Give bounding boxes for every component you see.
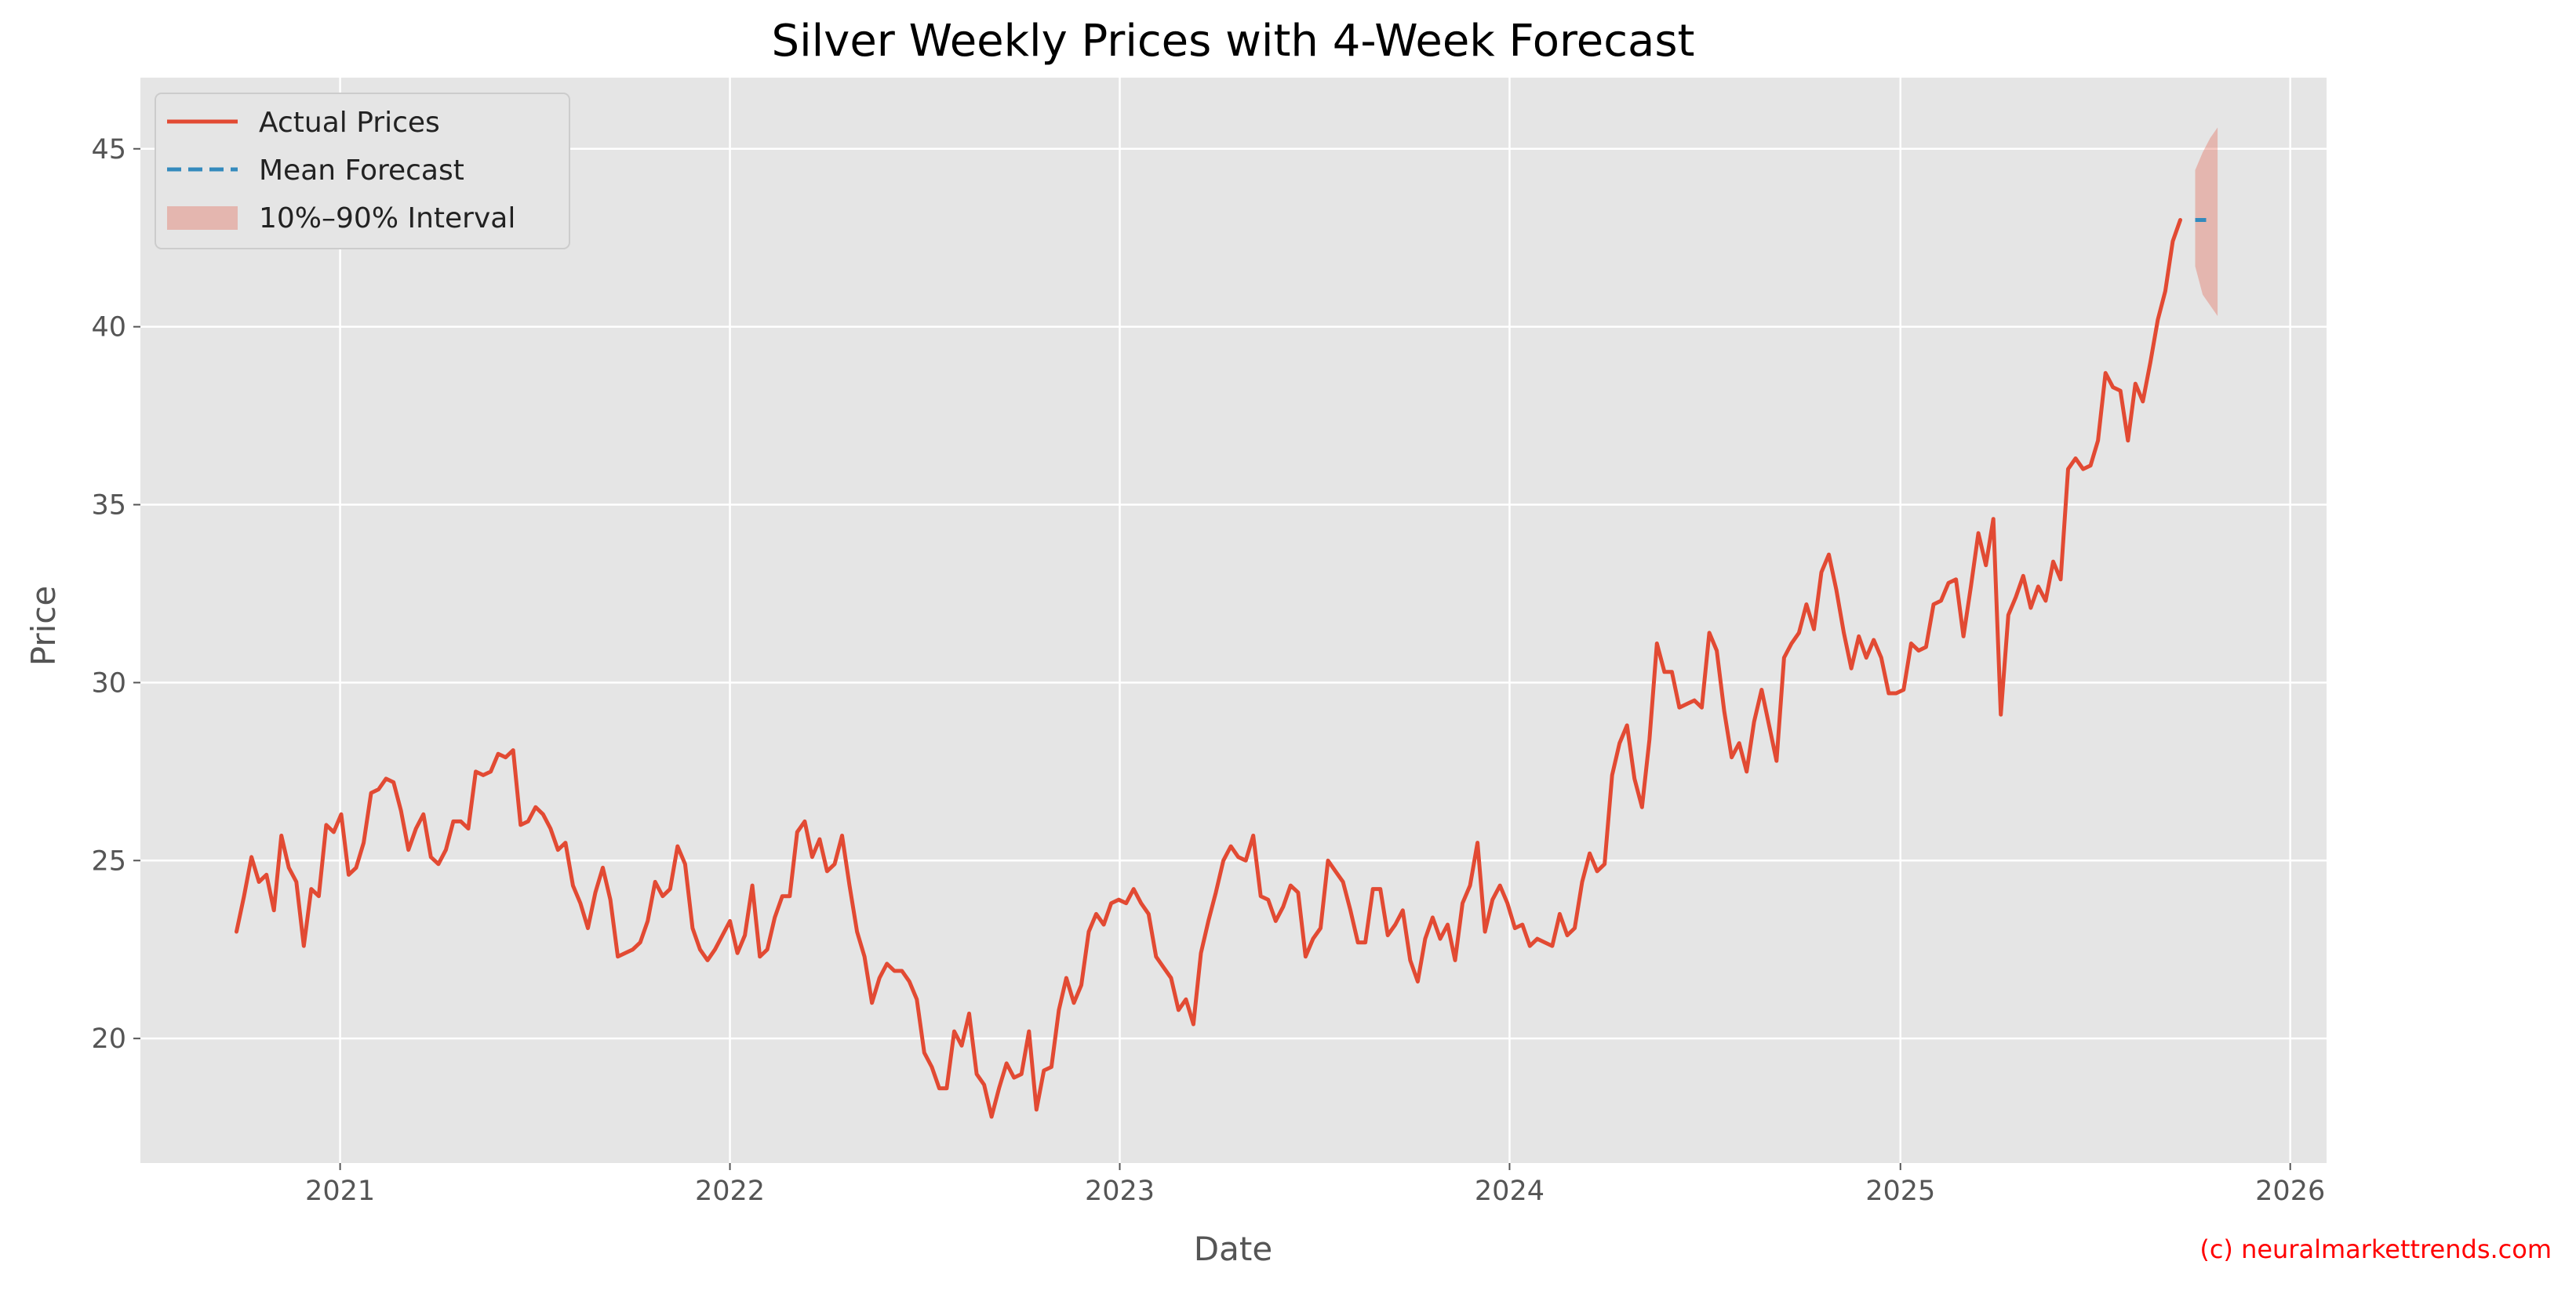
y-tick-label: 30 xyxy=(91,667,126,699)
legend: Actual Prices Mean Forecast 10%–90% Inte… xyxy=(155,93,570,249)
x-axis-label: Date xyxy=(1194,1230,1272,1268)
legend-interval-label: 10%–90% Interval xyxy=(259,202,515,234)
x-tick-label: 2024 xyxy=(1475,1176,1545,1207)
x-tick-label: 2026 xyxy=(2255,1176,2325,1207)
y-axis: 20 25 30 35 40 45 xyxy=(91,134,140,1055)
y-tick-label: 40 xyxy=(91,312,126,343)
plot-layer xyxy=(235,127,2218,1119)
x-tick-label: 2023 xyxy=(1085,1176,1155,1207)
x-axis: 2021 2022 2023 2024 2025 2026 xyxy=(305,1163,2325,1207)
legend-actual-label: Actual Prices xyxy=(259,107,440,139)
y-tick-label: 45 xyxy=(91,134,126,165)
y-tick-label: 25 xyxy=(91,845,126,877)
forecast-interval-band xyxy=(2195,127,2218,316)
legend-box xyxy=(155,93,570,249)
y-axis-label: Price xyxy=(24,586,63,666)
y-tick-label: 35 xyxy=(91,490,126,522)
legend-interval-swatch xyxy=(167,206,238,230)
actual-prices-line xyxy=(235,218,2182,1119)
x-tick-label: 2021 xyxy=(305,1176,375,1207)
grid xyxy=(140,78,2327,1163)
chart-title: Silver Weekly Prices with 4-Week Forecas… xyxy=(772,16,1695,67)
x-tick-label: 2022 xyxy=(695,1176,765,1207)
x-tick-label: 2025 xyxy=(1865,1176,1935,1207)
legend-forecast-label: Mean Forecast xyxy=(259,154,464,187)
credit-text: (c) neuralmarkettrends.com xyxy=(2199,1234,2552,1264)
y-tick-label: 20 xyxy=(91,1023,126,1055)
